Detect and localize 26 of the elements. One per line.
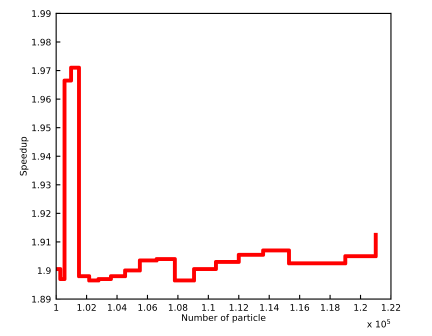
- x-tick-label: 1.2: [354, 304, 367, 311]
- x-tick-label: 1.22: [382, 304, 400, 311]
- y-tick-label: 1.89: [32, 296, 51, 303]
- x-tick-label: 1.16: [290, 304, 310, 311]
- x-tick-label: 1.12: [230, 304, 248, 311]
- x-axis-title: Number of particle: [182, 314, 266, 323]
- x-tick-label: 1.02: [78, 304, 96, 311]
- x-tick-label: 1.18: [321, 304, 340, 311]
- y-tick-label: 1.93: [32, 182, 51, 188]
- y-tick-label: 1.92: [32, 210, 50, 217]
- y-tick-label: 1.96: [32, 96, 51, 103]
- x-tick-label: 1.06: [138, 304, 157, 311]
- text: x 10$^{5}$: [367, 319, 390, 328]
- y-tick-label: 1.99: [32, 10, 51, 17]
- y-tick-label: 1.95: [32, 124, 51, 132]
- y-tick-label: 1.9: [38, 267, 51, 274]
- y-axis-title: Speedup: [20, 136, 28, 176]
- x-tick-label: 1: [54, 304, 58, 311]
- x-tick-label: 1.08: [168, 304, 188, 311]
- y-tick-label: 1.98: [32, 38, 51, 46]
- y-tick-label: 1.91: [32, 238, 50, 246]
- y-tick-label: 1.97: [32, 67, 51, 74]
- x-tick-label: 1.14: [260, 304, 279, 311]
- y-tick-label: 1.94: [32, 152, 51, 160]
- x-tick-label: 1.04: [108, 304, 127, 311]
- x-tick-label: 1.1: [202, 304, 215, 311]
